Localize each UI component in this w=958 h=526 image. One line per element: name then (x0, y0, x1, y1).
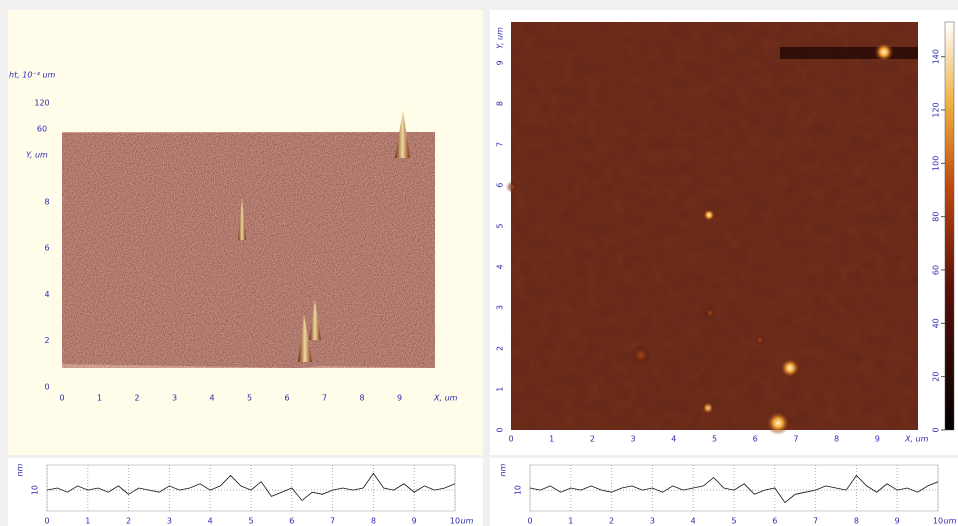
z-axis-label: ht, 10⁻³ um (9, 71, 56, 80)
colorbar-tick-label: 20 (932, 372, 941, 382)
x-tick-label: 8 (359, 394, 364, 403)
y-axis-label: nm (499, 463, 508, 476)
x-tick-label: 7 (793, 435, 798, 444)
x-tick-label: 9 (895, 517, 900, 526)
x-tick-label: 0 (508, 435, 513, 444)
y-tick-label: 6 (496, 183, 505, 188)
colorbar-tick-label: 60 (932, 265, 941, 275)
x-tick-label: 0 (527, 517, 532, 526)
scan-artifact (780, 47, 918, 59)
x-tick-label: 4 (208, 517, 213, 526)
particle (874, 42, 894, 62)
x-tick-label: 3 (172, 394, 177, 403)
x-axis-label: X, um (904, 435, 929, 444)
x-tick-label: 10 (450, 517, 460, 526)
y-tick-label: 6 (44, 244, 49, 253)
y-axis-label: Y, um (26, 151, 48, 160)
y-tick-label: 4 (44, 290, 49, 299)
x-tick-label: 5 (712, 435, 717, 444)
x-axis-label: X, um (433, 394, 458, 403)
particle (703, 209, 715, 221)
particle (631, 345, 651, 365)
particle (506, 181, 518, 193)
x-tick-label: 3 (167, 517, 172, 526)
x-axis-label: um (944, 517, 957, 526)
x-tick-label: 4 (209, 394, 214, 403)
particle (755, 335, 765, 345)
x-tick-label: 6 (753, 435, 758, 444)
z-tick-label: 120 (34, 99, 49, 108)
x-tick-label: 2 (134, 394, 139, 403)
y-tick-label: 0 (496, 427, 505, 432)
particle (704, 307, 716, 319)
surface-texture (62, 132, 435, 368)
x-tick-label: 6 (772, 517, 777, 526)
particle (780, 358, 800, 378)
x-tick-label: 1 (549, 435, 554, 444)
x-tick-label: 2 (126, 517, 131, 526)
colorbar (945, 22, 954, 430)
y-tick-label: 2 (44, 336, 49, 345)
particle (766, 411, 790, 435)
y-tick-label: 7 (496, 142, 505, 147)
heatmap-texture (511, 22, 918, 430)
x-tick-label: 0 (59, 394, 64, 403)
x-tick-label: 5 (247, 394, 252, 403)
colorbar-tick-label: 140 (932, 49, 941, 64)
y-tick-label: 1 (496, 387, 505, 392)
x-tick-label: 2 (609, 517, 614, 526)
y-tick-label: 5 (496, 223, 505, 228)
y-tick-label: 9 (496, 60, 505, 65)
x-tick-label: 5 (731, 517, 736, 526)
x-tick-label: 7 (322, 394, 327, 403)
x-tick-label: 8 (854, 517, 859, 526)
y-axis-label: nm (16, 463, 25, 476)
colorbar-tick-label: 0 (932, 427, 941, 432)
x-tick-label: 6 (284, 394, 289, 403)
x-tick-label: 1 (97, 394, 102, 403)
colorbar-tick-label: 80 (932, 212, 941, 222)
x-tick-label: 2 (590, 435, 595, 444)
x-tick-label: 6 (289, 517, 294, 526)
x-tick-label: 4 (671, 435, 676, 444)
x-tick-label: 8 (371, 517, 376, 526)
x-axis-label: um (461, 517, 474, 526)
y-tick-label: 0 (44, 383, 49, 392)
particle (702, 402, 714, 414)
colorbar-tick-label: 120 (932, 102, 941, 117)
colorbar-tick-label: 100 (932, 156, 941, 171)
x-tick-label: 9 (397, 394, 402, 403)
y-tick-label: 10 (514, 485, 523, 495)
x-tick-label: 7 (813, 517, 818, 526)
y-tick-label: 8 (44, 197, 49, 206)
x-tick-label: 9 (412, 517, 417, 526)
x-tick-label: 0 (44, 517, 49, 526)
x-tick-label: 3 (650, 517, 655, 526)
x-tick-label: 4 (691, 517, 696, 526)
y-tick-label: 10 (31, 485, 40, 495)
z-tick-label: 60 (37, 125, 47, 134)
x-tick-label: 1 (568, 517, 573, 526)
x-tick-label: 8 (834, 435, 839, 444)
y-tick-label: 2 (496, 346, 505, 351)
x-tick-label: 7 (330, 517, 335, 526)
x-tick-label: 10 (933, 517, 943, 526)
y-tick-label: 4 (496, 264, 505, 269)
y-tick-label: 8 (496, 101, 505, 106)
y-tick-label: 3 (496, 305, 505, 310)
x-tick-label: 1 (85, 517, 90, 526)
x-tick-label: 5 (248, 517, 253, 526)
y-axis-label: Y, um (496, 27, 505, 49)
afm-window: ht, 10⁻³ um Y, um X, um X, um Y, um 1206… (0, 0, 958, 526)
x-tick-label: 9 (875, 435, 880, 444)
x-tick-label: 3 (631, 435, 636, 444)
colorbar-tick-label: 40 (932, 318, 941, 328)
